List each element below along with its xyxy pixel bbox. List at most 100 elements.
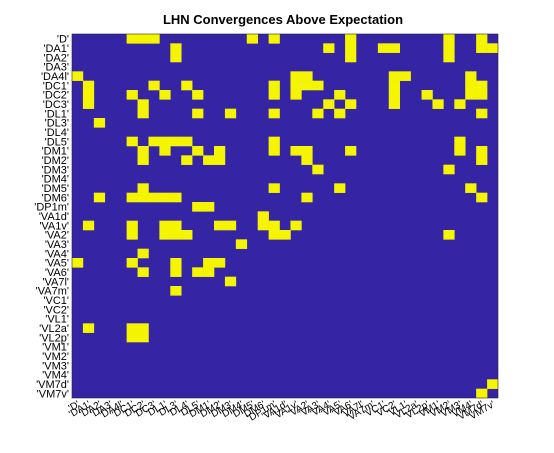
- heatmap-cell: [126, 220, 138, 231]
- heatmap-cell: [476, 146, 488, 156]
- heatmap-cell: [421, 90, 433, 100]
- x-tick-label: 'D': [67, 399, 82, 414]
- heatmap-cell: [170, 286, 182, 296]
- y-tick-label: 'DA4l': [41, 71, 69, 83]
- y-tick-label: 'VA1d': [39, 211, 69, 223]
- heatmap-cell: [203, 258, 215, 268]
- heatmap-cell: [443, 52, 455, 63]
- chart-title: LHN Convergences Above Expectation: [163, 12, 403, 27]
- heatmap-cell: [137, 155, 149, 165]
- heatmap-cell: [465, 183, 477, 193]
- plot-area: [71, 33, 499, 399]
- heatmap-cell: [323, 43, 335, 53]
- y-tick-label: 'VA2': [45, 230, 69, 242]
- heatmap-cell: [301, 80, 313, 91]
- heatmap-cell: [257, 220, 269, 231]
- heatmap-cell: [159, 230, 171, 240]
- x-tick-labels: 'D''DA1''DA2''DA3''DA4l''DC1''DC2''DC3''…: [67, 399, 497, 424]
- heatmap-cell: [454, 146, 466, 156]
- heatmap-cell: [345, 34, 357, 44]
- y-tick-label: 'VM4': [42, 370, 69, 382]
- heatmap-cell: [170, 220, 182, 231]
- heatmap-cell: [465, 80, 477, 91]
- heatmap-cell: [203, 267, 215, 277]
- y-tick-label: 'VM1': [42, 342, 69, 354]
- y-tick-label: 'VC2': [43, 304, 69, 316]
- y-tick-label: 'VL2a': [39, 323, 69, 335]
- y-tick-label: 'DM2': [42, 155, 69, 167]
- heatmap-cell: [476, 43, 488, 53]
- heatmap-cell: [443, 230, 455, 240]
- heatmap-cell: [224, 276, 237, 287]
- heatmap-cell: [224, 108, 237, 119]
- heatmap-cell: [476, 34, 488, 44]
- heatmap-cell: [192, 202, 204, 212]
- heatmap-cell: [454, 99, 466, 109]
- y-tick-label: 'VL1': [45, 314, 69, 326]
- heatmap-cell: [454, 136, 466, 147]
- heatmap-cell: [476, 108, 488, 119]
- heatmap-cell: [192, 267, 204, 277]
- heatmap-cell: [159, 192, 171, 203]
- heatmap-cell: [159, 136, 171, 147]
- heatmap-cell: [268, 136, 280, 147]
- y-tick-label: 'DM5': [42, 183, 69, 195]
- heatmap-cell: [345, 146, 357, 156]
- heatmap-cell: [301, 155, 313, 165]
- y-tick-label: 'DL4': [45, 127, 69, 139]
- y-tick-label: 'VA3': [45, 239, 69, 251]
- heatmap-cell: [137, 34, 149, 44]
- y-tick-label: 'DA3': [43, 62, 69, 74]
- y-tick-label: 'DL1': [45, 108, 69, 120]
- heatmap-cell: [93, 118, 106, 128]
- heatmap-cell: [214, 155, 226, 165]
- heatmap-cell: [126, 192, 138, 203]
- y-tick-label: 'DC1': [43, 80, 69, 92]
- heatmap-cell: [268, 90, 280, 100]
- heatmap-background: [72, 34, 498, 398]
- heatmap-cell: [334, 108, 346, 119]
- heatmap-cell: [170, 43, 182, 53]
- heatmap-cell: [345, 52, 357, 63]
- heatmap-cell: [268, 80, 280, 91]
- axes-frame: [71, 33, 499, 399]
- y-tick-label: 'DC2': [43, 90, 69, 102]
- heatmap-cell: [192, 146, 204, 156]
- heatmap-cell: [82, 99, 95, 109]
- heatmap-cell: [159, 220, 171, 231]
- heatmap-cell: [137, 183, 149, 193]
- heatmap-cell: [214, 146, 226, 156]
- heatmap-cell: [312, 80, 324, 91]
- heatmap-cell: [170, 230, 182, 240]
- y-tick-label: 'VA1v': [39, 220, 69, 232]
- y-tick-label: 'DM6': [42, 192, 69, 204]
- heatmap-cell: [72, 258, 84, 268]
- y-tick-label: 'VA5': [45, 258, 69, 270]
- heatmap-cell: [170, 267, 182, 277]
- y-tick-label: 'DP1m': [34, 202, 69, 214]
- heatmap-cell: [476, 155, 488, 165]
- heatmap-cell: [476, 80, 488, 91]
- heatmap-cell: [159, 146, 171, 156]
- y-tick-label: 'DA1': [43, 43, 69, 55]
- heatmap-cell: [301, 71, 313, 81]
- heatmap-cell: [388, 80, 400, 91]
- heatmap-cell: [487, 43, 499, 53]
- heatmap-cell: [137, 108, 149, 119]
- heatmap-cell: [126, 34, 138, 44]
- heatmap-cell: [203, 155, 215, 165]
- heatmap-cell: [181, 80, 193, 91]
- heatmap-cell: [126, 323, 138, 333]
- heatmap-cell: [268, 220, 280, 231]
- heatmap-cell: [181, 230, 193, 240]
- heatmap-cell: [126, 136, 138, 147]
- y-tick-label: 'VA7m': [36, 286, 69, 298]
- heatmap-cell: [279, 230, 291, 240]
- heatmap-cell: [246, 34, 258, 44]
- heatmap-cell: [290, 220, 302, 231]
- heatmap-cell: [72, 71, 84, 81]
- heatmap-cell: [443, 43, 455, 53]
- heatmap-cell: [290, 71, 302, 81]
- heatmap-cell: [137, 192, 149, 203]
- heatmap-cell: [345, 99, 357, 109]
